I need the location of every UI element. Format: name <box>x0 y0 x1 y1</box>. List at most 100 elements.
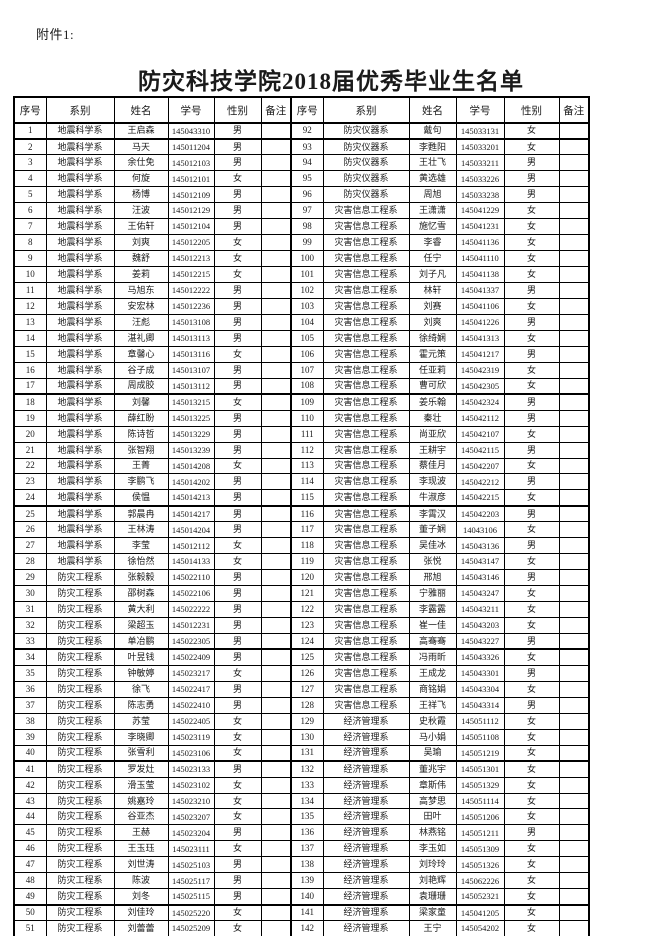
cell-right-gender: 女 <box>503 457 560 475</box>
col-header-left-dept: 系别 <box>45 96 115 124</box>
cell-right-note <box>558 393 590 411</box>
cell-right-dept: 灾害信息工程系 <box>322 377 410 396</box>
cell-right-no: 135 <box>290 808 324 826</box>
cell-left-no: 47 <box>13 856 47 874</box>
cell-right-gender: 女 <box>503 840 560 858</box>
cell-left-note <box>260 282 292 299</box>
cell-right-name: 施忆雪 <box>408 218 457 236</box>
cell-left-note <box>260 329 292 347</box>
cell-left-note <box>260 218 292 236</box>
cell-right-dept: 灾害信息工程系 <box>322 266 410 284</box>
cell-left-gender: 男 <box>213 138 262 156</box>
cell-left-id: 145013116 <box>167 345 215 363</box>
cell-right-note <box>558 888 590 906</box>
cell-left-note <box>260 840 292 858</box>
cell-left-gender: 男 <box>213 585 262 603</box>
cell-left-dept: 防灾工程系 <box>45 648 115 666</box>
cell-right-dept: 防灾仪器系 <box>322 154 410 172</box>
table-row: 47 防灾工程系 刘世涛 145025103 男 138 经济管理系 刘玲玲 145051326… <box>13 856 590 874</box>
cell-right-note <box>558 601 590 619</box>
cell-right-no: 133 <box>290 776 324 794</box>
cell-right-note <box>558 282 590 299</box>
cell-right-name: 牛淑彦 <box>408 489 457 507</box>
cell-left-id: 145025103 <box>167 856 215 874</box>
cell-left-note <box>260 920 292 936</box>
cell-right-gender: 女 <box>503 425 560 443</box>
cell-left-id: 145023207 <box>167 808 215 826</box>
cell-left-gender: 女 <box>213 744 262 763</box>
cell-right-note <box>558 329 590 347</box>
cell-left-gender: 男 <box>213 680 262 698</box>
cell-right-name: 冯雨昕 <box>408 648 457 666</box>
cell-right-no: 124 <box>290 633 324 651</box>
cell-left-dept: 地震科学系 <box>45 345 115 363</box>
cell-left-gender: 男 <box>213 441 262 459</box>
cell-right-name: 刘玲玲 <box>408 856 457 874</box>
cell-left-name: 陈诗哲 <box>113 425 169 443</box>
table-row: 30 防灾工程系 邵树森 145022106 男 121 灾害信息工程系 宁雅丽 1450432… <box>13 585 590 603</box>
cell-right-id: 145043147 <box>455 553 505 571</box>
cell-right-dept: 灾害信息工程系 <box>322 282 410 299</box>
cell-right-dept: 灾害信息工程系 <box>322 617 410 634</box>
cell-left-dept: 防灾工程系 <box>45 712 115 730</box>
cell-left-name: 刘冬 <box>113 888 169 906</box>
table-row: 26 地震科学系 王林涛 145014204 男 117 灾害信息工程系 董子娴 1404310… <box>13 521 590 539</box>
cell-right-id: 145042324 <box>455 393 505 411</box>
cell-left-id: 145012213 <box>167 250 215 268</box>
table-row: 43 防灾工程系 姚嘉玲 145023210 女 134 经济管理系 高梦思 145051114… <box>13 792 590 810</box>
cell-left-id: 145014202 <box>167 473 215 491</box>
cell-right-dept: 灾害信息工程系 <box>322 409 410 427</box>
table-row: 15 地震科学系 章馨心 145013116 女 106 灾害信息工程系 霍元策 1450412… <box>13 345 590 363</box>
cell-right-dept: 灾害信息工程系 <box>322 633 410 651</box>
cell-left-id: 145012231 <box>167 617 215 634</box>
cell-right-no: 106 <box>290 345 324 363</box>
cell-right-id: 145041337 <box>455 282 505 299</box>
cell-left-dept: 地震科学系 <box>45 361 115 379</box>
cell-right-no: 102 <box>290 282 324 299</box>
cell-left-dept: 防灾工程系 <box>45 633 115 651</box>
cell-left-note <box>260 712 292 730</box>
table-row: 21 地震科学系 张智翔 145013239 男 112 灾害信息工程系 王耕宇 1450421… <box>13 441 590 459</box>
cell-right-name: 任宁 <box>408 250 457 268</box>
cell-left-gender: 女 <box>213 250 262 268</box>
col-header-right-no: 序号 <box>290 96 324 124</box>
cell-right-name: 高梦思 <box>408 792 457 810</box>
cell-left-note <box>260 361 292 379</box>
cell-left-no: 51 <box>13 920 47 936</box>
cell-left-dept: 地震科学系 <box>45 218 115 236</box>
cell-right-name: 秦壮 <box>408 409 457 427</box>
cell-right-name: 董子娴 <box>408 521 457 539</box>
cell-left-no: 28 <box>13 553 47 571</box>
cell-right-no: 114 <box>290 473 324 491</box>
cell-right-gender: 女 <box>503 297 560 315</box>
table-body: 1 地震科学系 王启森 145043310 男 92 防灾仪器系 戴句 145033131 女 2 地… <box>13 122 590 936</box>
cell-left-id: 145023133 <box>167 760 215 778</box>
cell-left-note <box>260 856 292 874</box>
cell-right-note <box>558 712 590 730</box>
cell-right-id: 145041217 <box>455 345 505 363</box>
col-header-left-name: 姓名 <box>113 96 169 124</box>
cell-left-id: 145013215 <box>167 393 215 411</box>
cell-right-id: 145051301 <box>455 760 505 778</box>
cell-right-name: 李露露 <box>408 601 457 619</box>
cell-right-dept: 灾害信息工程系 <box>322 505 410 523</box>
cell-right-no: 134 <box>290 792 324 810</box>
cell-right-note <box>558 441 590 459</box>
cell-right-name: 王壮飞 <box>408 154 457 172</box>
cell-left-name: 刘世涛 <box>113 856 169 874</box>
cell-right-note <box>558 425 590 443</box>
cell-right-no: 125 <box>290 648 324 666</box>
cell-right-gender: 男 <box>503 186 560 204</box>
cell-left-dept: 防灾工程系 <box>45 792 115 810</box>
table-row: 14 地震科学系 湛礼卿 145013113 男 105 灾害信息工程系 徐绮娴 1450413… <box>13 329 590 347</box>
cell-left-name: 王佑轩 <box>113 218 169 236</box>
cell-right-gender: 男 <box>503 537 560 555</box>
cell-left-no: 21 <box>13 441 47 459</box>
cell-left-id: 145011204 <box>167 138 215 156</box>
cell-right-note <box>558 792 590 810</box>
cell-right-note <box>558 856 590 874</box>
cell-left-note <box>260 505 292 523</box>
cell-right-name: 刘子凡 <box>408 266 457 284</box>
cell-left-no: 39 <box>13 728 47 746</box>
cell-right-note <box>558 664 590 682</box>
